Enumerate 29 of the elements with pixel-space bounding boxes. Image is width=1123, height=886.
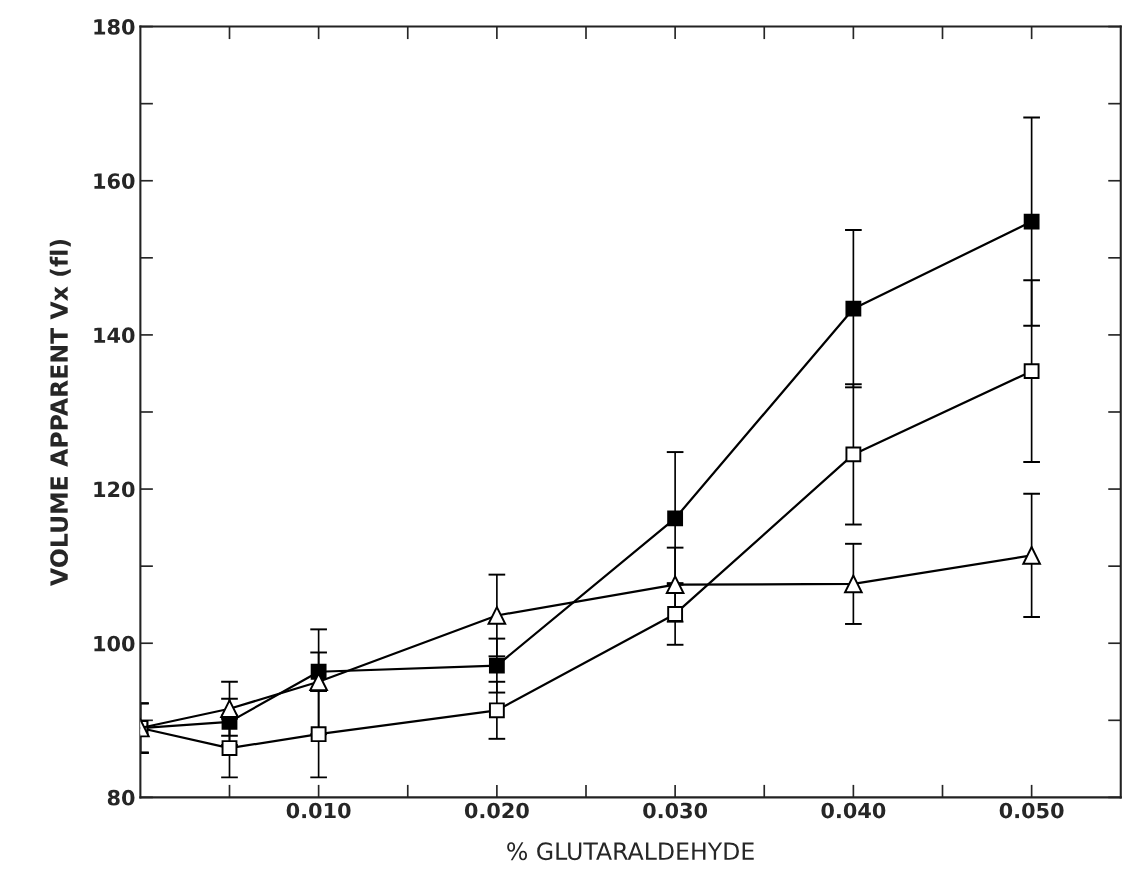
point <box>667 510 684 527</box>
point <box>1023 363 1040 380</box>
x-tick-label: 0.020 <box>464 802 529 819</box>
point <box>667 606 684 622</box>
point <box>488 702 505 719</box>
point <box>1022 546 1041 565</box>
point <box>220 699 239 719</box>
y-tick-label: 180 <box>94 19 135 35</box>
point <box>488 657 505 674</box>
y-tick-label: 160 <box>94 173 135 189</box>
x-tick-label: 0.030 <box>643 802 708 819</box>
point <box>1023 213 1040 230</box>
y-axis-title: VOLUME APPARENT Vx (fl) <box>49 239 71 586</box>
point <box>844 574 863 594</box>
point <box>665 575 685 594</box>
point <box>845 300 862 317</box>
y-tick-label: 100 <box>94 635 135 652</box>
point <box>309 672 328 692</box>
point <box>221 740 238 756</box>
y-tick-label: 80 <box>107 789 135 806</box>
y-tick-label: 140 <box>94 327 135 344</box>
x-tick-label: 0.040 <box>821 802 886 819</box>
x-tick-label: 0.050 <box>999 802 1064 819</box>
y-tick-label: 120 <box>94 481 135 498</box>
point <box>487 606 507 625</box>
point <box>845 446 862 463</box>
x-tick-label: 0.010 <box>286 802 351 819</box>
point <box>310 726 327 743</box>
x-axis-title: % GLUTARALDEHYDE <box>507 842 754 861</box>
